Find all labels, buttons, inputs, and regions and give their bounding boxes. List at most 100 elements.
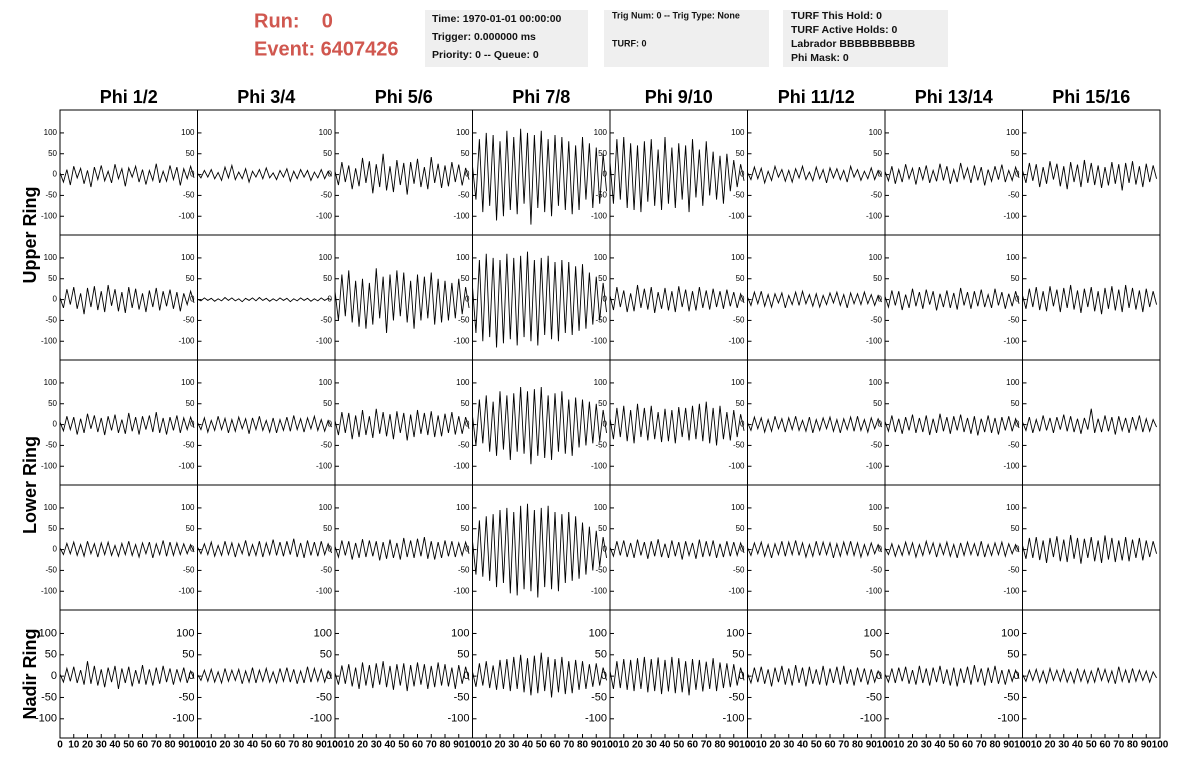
y-tick-label: 0 xyxy=(603,295,608,304)
waveform xyxy=(334,408,470,441)
y-tick-label: 0 xyxy=(1015,420,1020,429)
x-tick-label: 50 xyxy=(123,740,135,751)
x-tick-label: 60 xyxy=(1099,740,1111,751)
y-tick-label: 50 xyxy=(873,399,882,408)
y-tick-label: 0 xyxy=(603,420,608,429)
waveform xyxy=(59,412,195,436)
info-text: Trigger: 0.000000 ms xyxy=(432,31,536,43)
panel-frame xyxy=(1022,234,1161,361)
y-tick-label: 100 xyxy=(589,627,607,639)
y-tick-label: 100 xyxy=(594,503,608,512)
y-tick-label: -100 xyxy=(1003,336,1020,345)
x-tick-label: 0 xyxy=(332,740,338,751)
x-tick-label: 20 xyxy=(1044,740,1056,751)
x-tick-label: 60 xyxy=(824,740,836,751)
y-tick-label: 0 xyxy=(190,420,195,429)
x-tick-label: 90 xyxy=(591,740,603,751)
y-tick-label: -50 xyxy=(183,566,195,575)
y-tick-label: 100 xyxy=(456,503,470,512)
y-tick-label: -50 xyxy=(1004,691,1020,703)
y-tick-label: 50 xyxy=(873,524,882,533)
y-tick-label: 0 xyxy=(1015,170,1020,179)
x-tick-label: 20 xyxy=(907,740,919,751)
y-tick-label: -50 xyxy=(45,191,57,200)
x-tick-label: 90 xyxy=(453,740,465,751)
y-tick-label: 50 xyxy=(323,399,332,408)
y-tick-label: 100 xyxy=(726,627,744,639)
y-tick-label: 0 xyxy=(465,420,470,429)
waveform xyxy=(197,414,332,434)
y-tick-label: -100 xyxy=(178,586,195,595)
y-tick-label: 50 xyxy=(48,274,57,283)
column-title: Phi 1/2 xyxy=(100,87,158,107)
x-tick-label: 100 xyxy=(602,740,619,751)
x-tick-label: 20 xyxy=(219,740,231,751)
ring-label: Upper Ring xyxy=(20,187,40,284)
y-tick-label: -50 xyxy=(320,316,332,325)
y-tick-label: -50 xyxy=(1008,191,1020,200)
x-tick-label: 40 xyxy=(659,740,671,751)
y-tick-label: 0 xyxy=(603,170,608,179)
waveform xyxy=(884,413,1020,436)
x-tick-label: 90 xyxy=(728,740,740,751)
y-tick-label: 100 xyxy=(181,128,195,137)
y-tick-label: -100 xyxy=(866,336,883,345)
y-tick-label: -50 xyxy=(733,441,745,450)
panel-frame xyxy=(197,484,336,611)
y-tick-label: -100 xyxy=(178,211,195,220)
y-tick-label: -50 xyxy=(183,441,195,450)
x-tick-label: 0 xyxy=(607,740,613,751)
x-tick-label: 90 xyxy=(178,740,190,751)
x-tick-label: 70 xyxy=(976,740,988,751)
x-tick-label: 90 xyxy=(866,740,878,751)
x-tick-label: 100 xyxy=(189,740,206,751)
y-tick-label: -50 xyxy=(870,566,882,575)
y-tick-label: -100 xyxy=(728,461,745,470)
waveform xyxy=(472,128,608,225)
x-tick-label: 100 xyxy=(327,740,344,751)
x-tick-label: 20 xyxy=(769,740,781,751)
panel-frame xyxy=(197,359,336,486)
panel-frame xyxy=(1022,484,1161,611)
y-tick-label: -100 xyxy=(997,713,1019,725)
waveform xyxy=(884,162,1020,186)
y-tick-label: -50 xyxy=(591,691,607,703)
info-text: Trig Num: 0 -- Trig Type: None xyxy=(612,10,740,20)
y-tick-label: 0 xyxy=(876,670,882,682)
y-tick-label: -50 xyxy=(1008,441,1020,450)
y-tick-label: 50 xyxy=(461,149,470,158)
y-tick-label: 100 xyxy=(731,128,745,137)
waveform xyxy=(334,537,470,561)
y-tick-label: -100 xyxy=(591,211,608,220)
y-tick-label: -100 xyxy=(316,461,333,470)
waveform xyxy=(747,664,882,687)
x-tick-label: 30 xyxy=(1058,740,1070,751)
y-tick-label: -100 xyxy=(866,211,883,220)
x-tick-label: 30 xyxy=(921,740,933,751)
x-tick-label: 0 xyxy=(745,740,751,751)
y-tick-label: 0 xyxy=(53,420,58,429)
y-tick-label: 50 xyxy=(870,649,882,661)
waveform xyxy=(197,538,332,559)
y-tick-label: 100 xyxy=(44,378,58,387)
y-tick-label: 50 xyxy=(1011,274,1020,283)
y-tick-label: -100 xyxy=(728,586,745,595)
x-tick-label: 70 xyxy=(288,740,300,751)
info-text: TURF: 0 xyxy=(612,38,647,48)
waveform xyxy=(472,387,608,465)
panel-frame xyxy=(747,234,886,361)
waveform xyxy=(472,652,607,698)
y-tick-label: -50 xyxy=(183,316,195,325)
waveform xyxy=(747,540,882,559)
column-title: Phi 9/10 xyxy=(645,87,713,107)
x-tick-label: 10 xyxy=(756,740,768,751)
y-tick-label: 100 xyxy=(869,503,883,512)
y-tick-label: 0 xyxy=(53,295,58,304)
y-tick-label: 100 xyxy=(456,253,470,262)
panel-frame xyxy=(59,484,198,611)
y-tick-label: 50 xyxy=(598,399,607,408)
y-tick-label: 50 xyxy=(736,274,745,283)
waveform xyxy=(472,251,608,348)
panel-frame xyxy=(1022,359,1161,486)
y-tick-label: 0 xyxy=(740,295,745,304)
